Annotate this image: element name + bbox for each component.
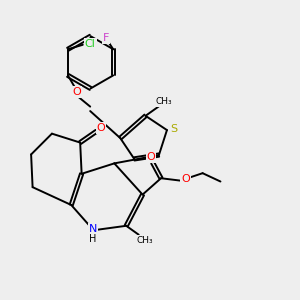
Text: O: O	[72, 87, 81, 97]
Text: S: S	[170, 124, 177, 134]
Text: H: H	[89, 234, 97, 244]
Text: CH₃: CH₃	[136, 236, 153, 245]
Text: O: O	[147, 152, 156, 162]
Text: F: F	[103, 33, 109, 43]
Text: N: N	[89, 224, 97, 234]
Text: O: O	[181, 174, 190, 184]
Text: CH₃: CH₃	[155, 97, 172, 106]
Text: O: O	[97, 123, 105, 133]
Text: Cl: Cl	[85, 39, 96, 49]
